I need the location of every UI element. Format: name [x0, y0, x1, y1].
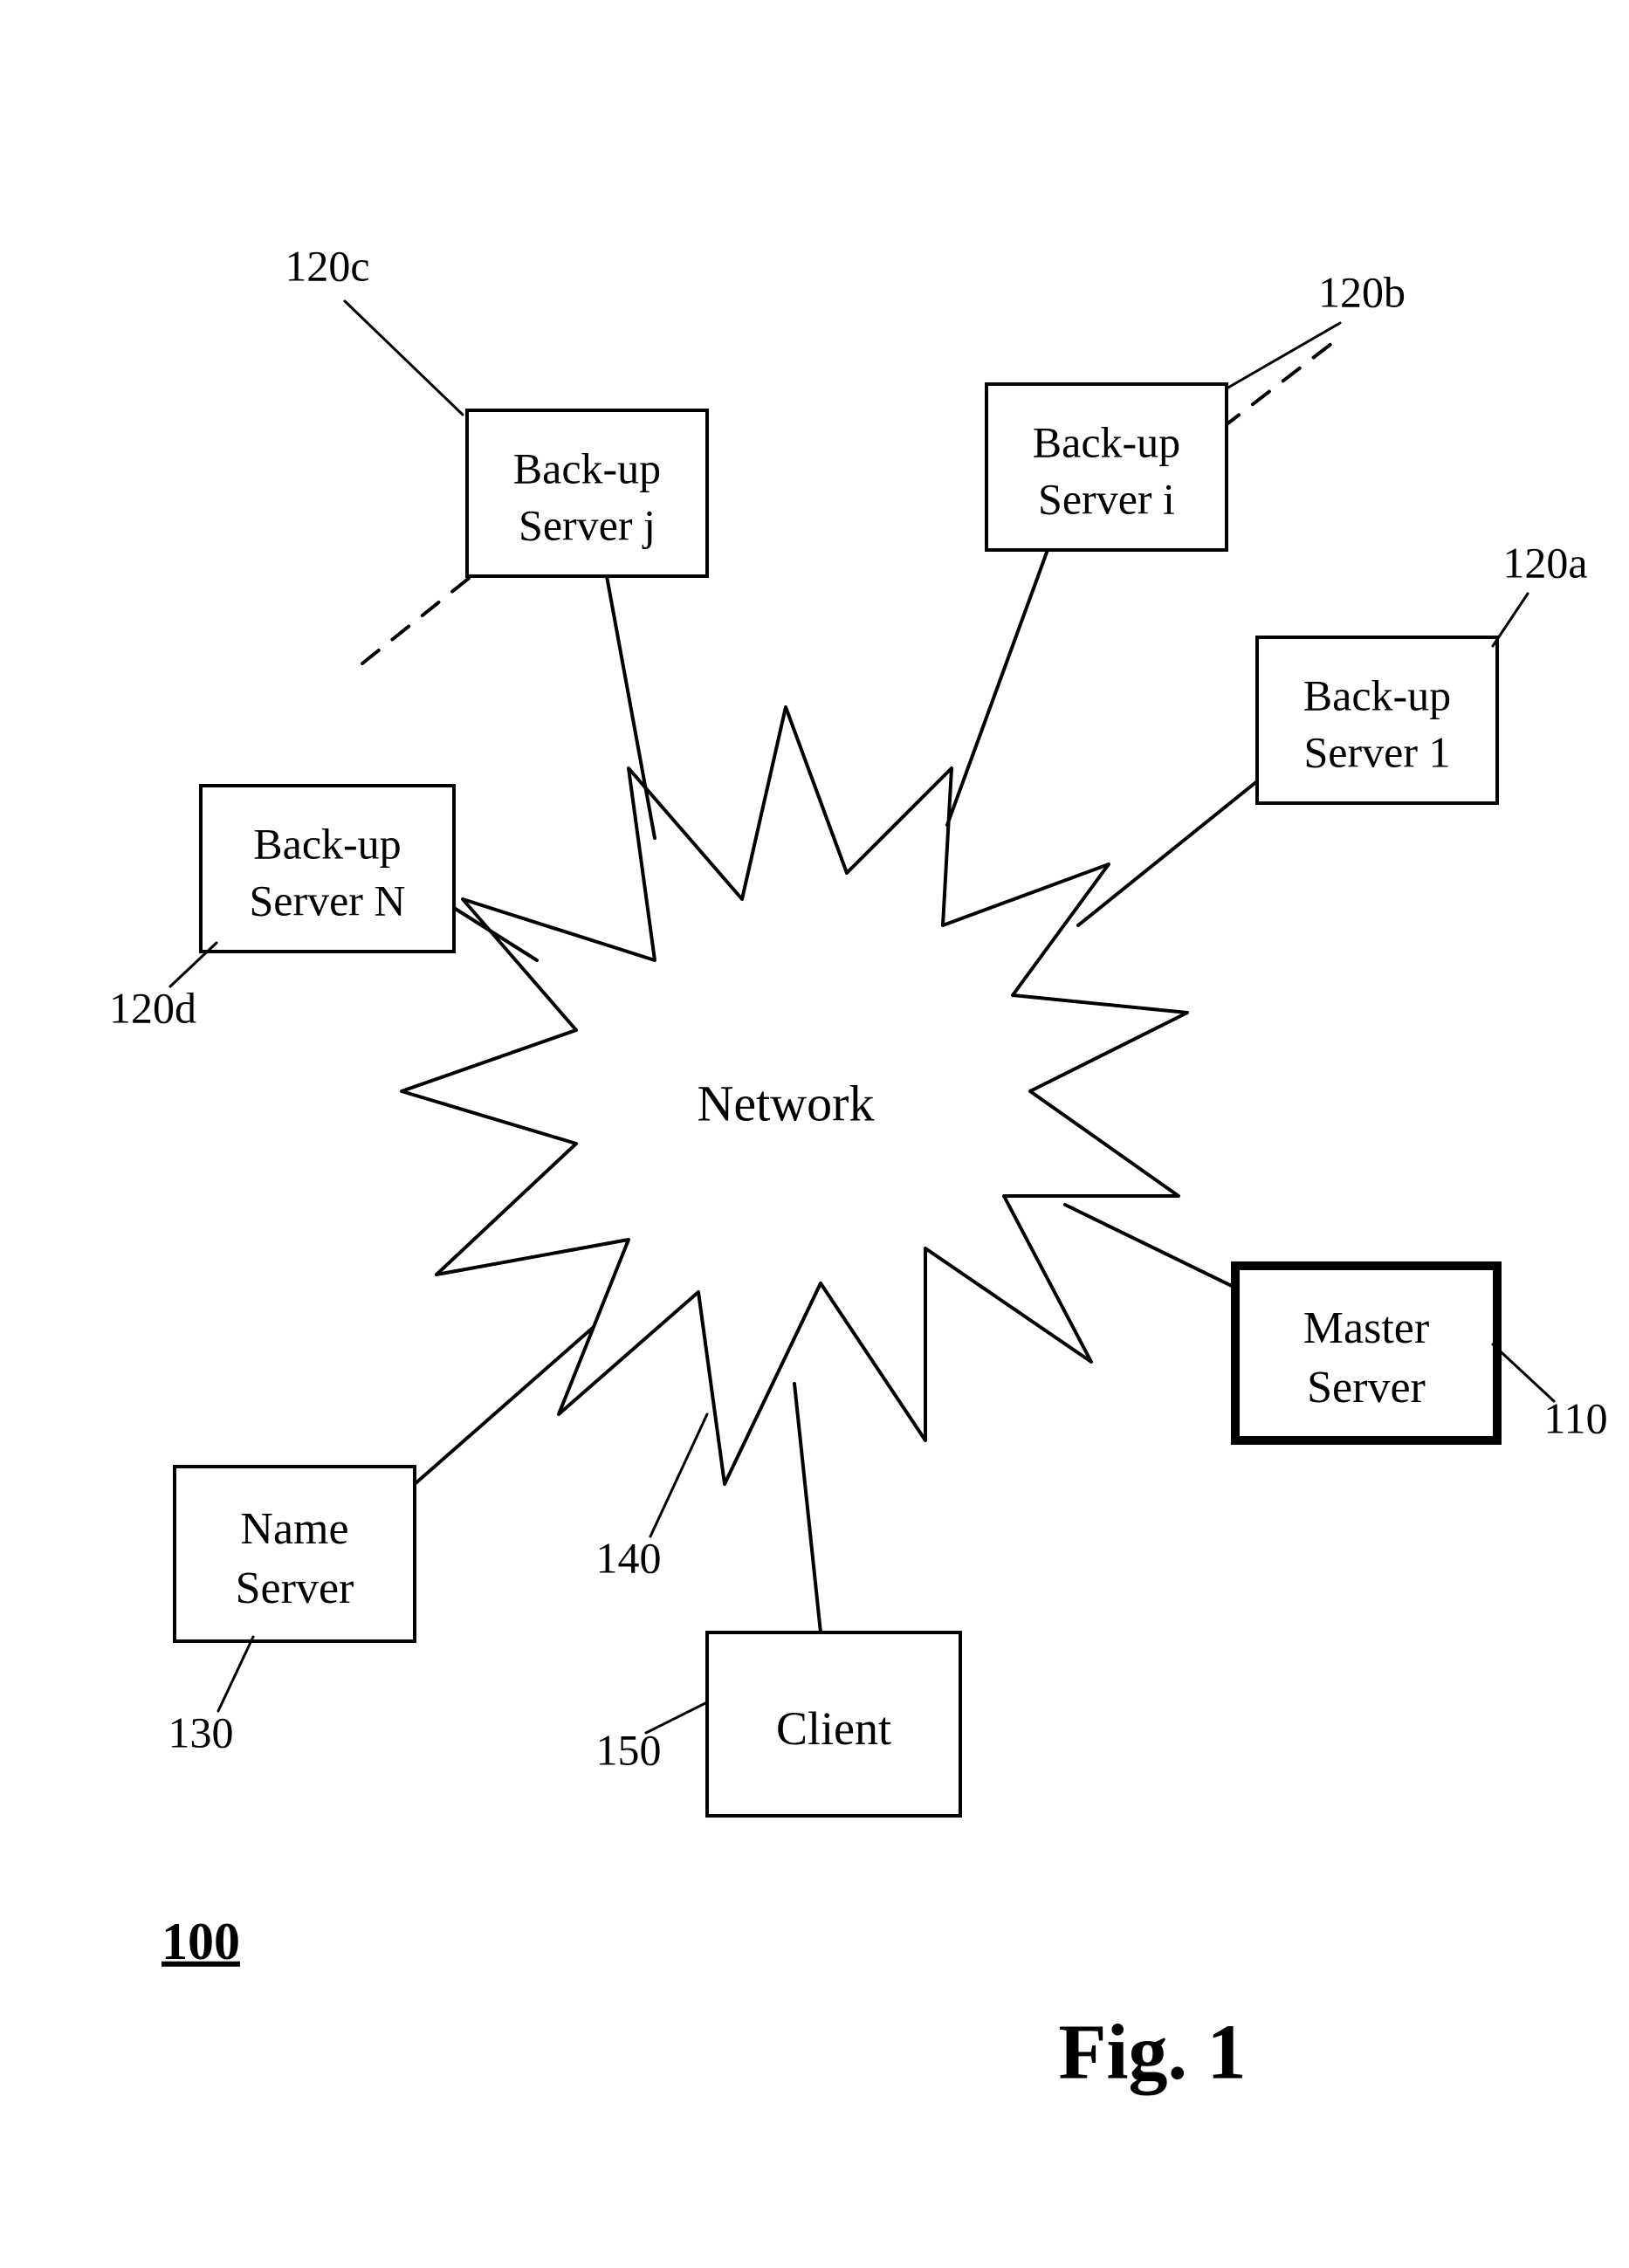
backup_1-label1: Back-up — [1303, 671, 1451, 720]
figure-caption: Fig. 1 — [1059, 2010, 1247, 2096]
backup_i-ref: 120b — [1318, 267, 1406, 316]
name_server-box — [175, 1467, 415, 1641]
backup_1-label2: Server 1 — [1304, 727, 1451, 776]
backup_n-label1: Back-up — [253, 820, 401, 869]
backup_1-ref: 120a — [1502, 538, 1587, 587]
backup_i-box — [986, 384, 1227, 550]
backup_j-box — [467, 410, 707, 576]
name_server-label2: Server — [236, 1564, 354, 1613]
backup_j-ref: 120c — [285, 241, 369, 290]
backup_1-box — [1257, 637, 1497, 803]
master-ref: 110 — [1543, 1393, 1607, 1442]
client-label1: Client — [776, 1702, 891, 1755]
name_server-label1: Name — [240, 1504, 348, 1554]
backup_j-label1: Back-up — [513, 444, 661, 493]
backup_j-label2: Server j — [519, 500, 656, 549]
backup_n-label2: Server N — [249, 876, 405, 924]
master-box — [1235, 1266, 1497, 1440]
network-label: Network — [698, 1075, 875, 1131]
master-label1: Master — [1303, 1303, 1429, 1353]
figure-ref: 100 — [162, 1913, 240, 1970]
backup_i-label1: Back-up — [1033, 418, 1180, 467]
backup_n-box — [201, 786, 454, 952]
backup_i-label2: Server i — [1038, 474, 1175, 523]
network-ref: 140 — [596, 1533, 662, 1582]
client-ref: 150 — [596, 1725, 662, 1774]
backup_n-ref: 120d — [109, 983, 196, 1032]
master-label2: Server — [1307, 1363, 1426, 1412]
name_server-ref: 130 — [168, 1708, 234, 1756]
